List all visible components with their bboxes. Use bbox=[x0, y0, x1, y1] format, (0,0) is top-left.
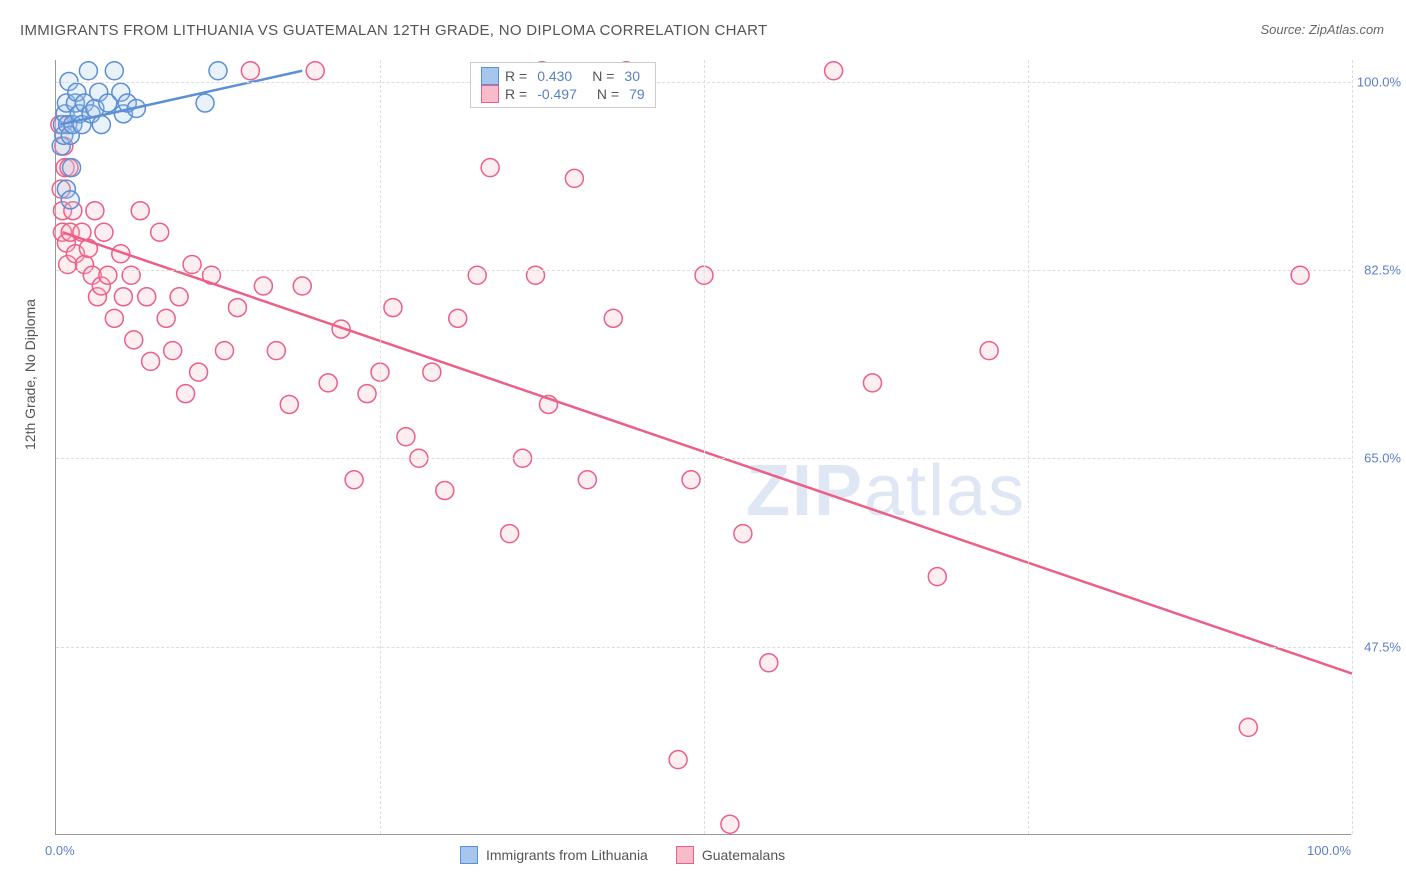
data-point bbox=[196, 94, 214, 112]
legend-swatch-blue bbox=[481, 67, 499, 85]
data-point bbox=[138, 288, 156, 306]
data-point bbox=[151, 223, 169, 241]
data-point bbox=[190, 363, 208, 381]
data-point bbox=[209, 62, 227, 80]
data-point bbox=[105, 62, 123, 80]
data-point bbox=[157, 309, 175, 327]
data-point bbox=[79, 62, 97, 80]
y-tick-label: 65.0% bbox=[1355, 451, 1401, 466]
data-point bbox=[734, 525, 752, 543]
data-point bbox=[928, 568, 946, 586]
trend-line bbox=[62, 232, 1352, 673]
data-point bbox=[241, 62, 259, 80]
chart-title: IMMIGRANTS FROM LITHUANIA VS GUATEMALAN … bbox=[20, 22, 767, 39]
data-point bbox=[61, 191, 79, 209]
data-point bbox=[92, 116, 110, 134]
data-point bbox=[384, 299, 402, 317]
x-tick-label: 0.0% bbox=[45, 843, 75, 858]
data-point bbox=[604, 309, 622, 327]
data-point bbox=[86, 202, 104, 220]
data-point bbox=[565, 169, 583, 187]
legend-row-blue: R = 0.430 N = 30 bbox=[481, 67, 645, 85]
data-point bbox=[345, 471, 363, 489]
data-point bbox=[319, 374, 337, 392]
data-point bbox=[170, 288, 188, 306]
data-point bbox=[114, 288, 132, 306]
data-point bbox=[682, 471, 700, 489]
data-point bbox=[760, 654, 778, 672]
data-point bbox=[669, 751, 687, 769]
legend-swatch-blue bbox=[460, 846, 478, 864]
data-point bbox=[280, 395, 298, 413]
data-point bbox=[980, 342, 998, 360]
data-point bbox=[306, 62, 324, 80]
data-point bbox=[63, 159, 81, 177]
data-point bbox=[228, 299, 246, 317]
legend-row-pink: R = -0.497 N = 79 bbox=[481, 85, 645, 103]
data-point bbox=[131, 202, 149, 220]
legend-swatch-pink bbox=[676, 846, 694, 864]
data-point bbox=[1239, 718, 1257, 736]
data-point bbox=[105, 309, 123, 327]
data-point bbox=[423, 363, 441, 381]
gridline-vertical bbox=[380, 60, 381, 834]
data-point bbox=[358, 385, 376, 403]
gridline-vertical bbox=[704, 60, 705, 834]
legend-swatch-pink bbox=[481, 85, 499, 103]
data-point bbox=[142, 352, 160, 370]
data-point bbox=[481, 159, 499, 177]
plot-area: ZIPatlas 47.5%65.0%82.5%100.0% bbox=[55, 60, 1351, 835]
data-point bbox=[578, 471, 596, 489]
data-point bbox=[177, 385, 195, 403]
data-point bbox=[721, 815, 739, 833]
legend-item-pink: Guatemalans bbox=[676, 846, 785, 864]
y-tick-label: 82.5% bbox=[1355, 262, 1401, 277]
data-point bbox=[397, 428, 415, 446]
data-point bbox=[863, 374, 881, 392]
gridline-vertical bbox=[1028, 60, 1029, 834]
y-tick-label: 100.0% bbox=[1355, 74, 1401, 89]
gridline-vertical bbox=[1352, 60, 1353, 834]
data-point bbox=[449, 309, 467, 327]
source-attribution: Source: ZipAtlas.com bbox=[1260, 22, 1384, 37]
legend-item-blue: Immigrants from Lithuania bbox=[460, 846, 648, 864]
data-point bbox=[293, 277, 311, 295]
data-point bbox=[825, 62, 843, 80]
data-point bbox=[501, 525, 519, 543]
data-point bbox=[254, 277, 272, 295]
data-point bbox=[95, 223, 113, 241]
data-point bbox=[125, 331, 143, 349]
y-axis-label: 12th Grade, No Diploma bbox=[22, 299, 38, 450]
data-point bbox=[164, 342, 182, 360]
data-point bbox=[267, 342, 285, 360]
data-point bbox=[215, 342, 233, 360]
series-legend: Immigrants from Lithuania Guatemalans bbox=[460, 846, 785, 864]
x-tick-label: 100.0% bbox=[1307, 843, 1351, 858]
correlation-legend: R = 0.430 N = 30 R = -0.497 N = 79 bbox=[470, 62, 656, 108]
y-tick-label: 47.5% bbox=[1355, 639, 1401, 654]
data-point bbox=[436, 482, 454, 500]
